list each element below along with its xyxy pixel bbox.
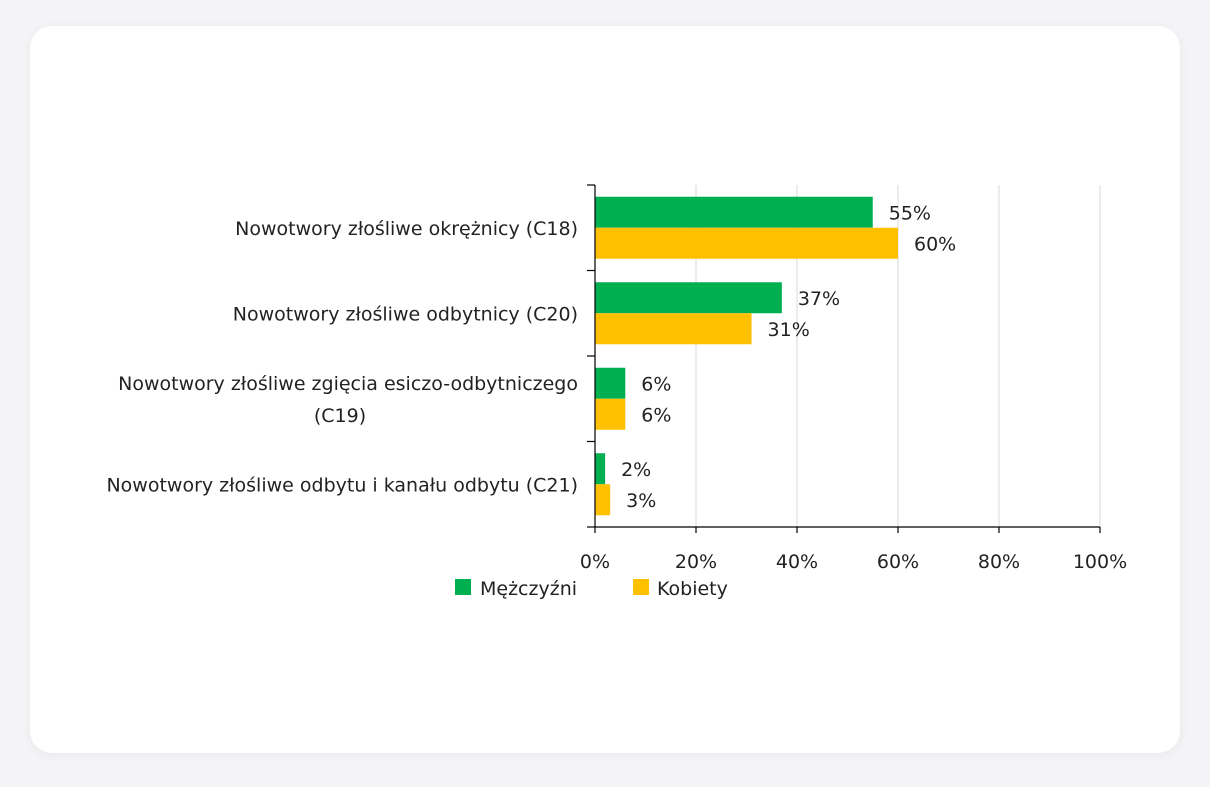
bar-women-0	[595, 227, 898, 259]
bars	[595, 196, 898, 516]
data-label-women-0: 60%	[914, 233, 956, 255]
data-label-men-0: 55%	[889, 202, 931, 224]
x-tick-label-100: 100%	[1073, 551, 1127, 573]
labels: 55% 60% Nowotwory złośliwe okrężnicy (C18)…	[106, 202, 1127, 573]
data-label-men-2: 6%	[641, 373, 671, 395]
data-label-men-1: 37%	[798, 288, 840, 310]
category-label-1: Nowotwory złośliwe odbytnicy (C20)	[233, 303, 578, 325]
category-label-2-line-1: (C19)	[314, 405, 366, 427]
category-label-3: Nowotwory złośliwe odbytu i kanału odbyt…	[106, 474, 578, 496]
legend-label-men: Mężczyźni	[480, 578, 577, 600]
bar-men-2	[595, 367, 626, 399]
x-tick-label-0: 0%	[580, 551, 610, 573]
bar-women-2	[595, 398, 626, 430]
bar-women-1	[595, 313, 752, 345]
axes	[587, 184, 1101, 533]
x-tick-label-80: 80%	[978, 551, 1020, 573]
legend-swatch-women	[633, 579, 649, 595]
x-tick-label-40: 40%	[776, 551, 818, 573]
category-label-0: Nowotwory złośliwe okrężnicy (C18)	[235, 218, 578, 240]
bar-women-3	[595, 484, 611, 516]
bar-men-0	[595, 196, 873, 228]
category-label-2-line-0: Nowotwory złośliwe zgięcia esiczo-odbytn…	[118, 373, 578, 395]
bar-men-1	[595, 282, 782, 314]
data-label-women-1: 31%	[768, 319, 810, 341]
data-label-women-2: 6%	[641, 404, 671, 426]
legend-swatch-men	[455, 579, 471, 595]
bar-men-3	[595, 453, 606, 485]
x-tick-label-60: 60%	[877, 551, 919, 573]
data-label-men-3: 2%	[621, 459, 651, 481]
x-tick-label-20: 20%	[675, 551, 717, 573]
data-label-women-3: 3%	[626, 490, 656, 512]
legend: Mężczyźni Kobiety	[455, 578, 728, 600]
legend-label-women: Kobiety	[657, 578, 728, 600]
